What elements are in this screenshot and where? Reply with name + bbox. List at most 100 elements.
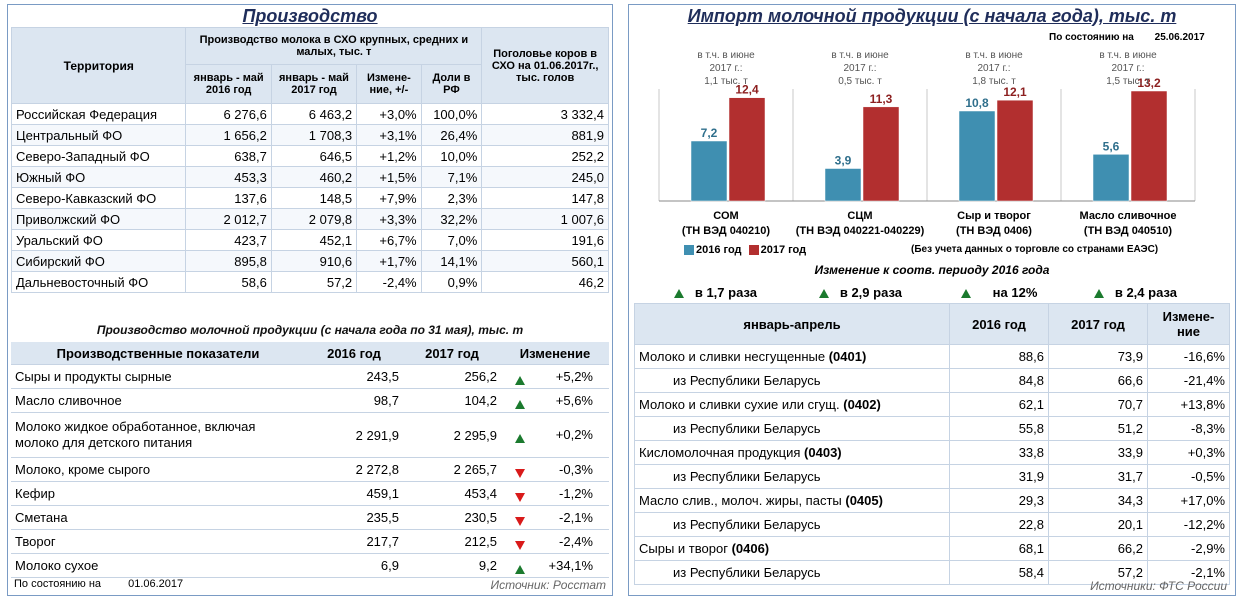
territory-row: Приволжский ФО 2 012,7 2 079,8 +3,3% 32,2% 1 … [10,208,609,230]
legend-swatch-2017 [748,245,759,256]
import-title: Импорт молочной продукции (с начала года… [687,6,1177,26]
territory-row: Российская Федерация 6 276,6 6 463,2 +3,0% 1… [10,103,609,125]
territory-row: Дальневосточный ФО 58,6 57,2 -2,4% 0,9% 46,2 [10,271,609,293]
june-note: 1,1 тыс. т [704,76,748,87]
dairy-name: Молоко сухое [11,553,305,578]
import-name-cell: Молоко и сливки сухие или сгущ. (0402) [634,392,950,417]
header-production-group: Производство молока в СХО крупных, средн… [185,27,483,65]
share-value: 10,0% [420,145,483,167]
import-value-2016: 84,8 [949,368,1049,393]
change-value: +3,0% [356,103,422,125]
cows-value: 147,8 [481,187,609,209]
bar-value-label: 7,2 [701,126,718,140]
production-panel: Производство Территория Производство мол… [7,4,613,596]
cows-value: 46,2 [481,271,609,293]
dairy-value-2017: 9,2 [403,553,501,578]
dairy-value-2016: 2 272,8 [305,457,403,482]
dairy-header-2017: 2017 год [403,342,501,365]
category-label: СЦМ [847,210,872,222]
import-panel: Импорт молочной продукции (с начала года… [628,4,1236,596]
dairy-value-2016: 235,5 [305,505,403,530]
territory-name: Российская Федерация [10,103,187,125]
legend-2016: 2016 год [696,244,742,256]
import-header-2016: 2016 год [949,303,1049,345]
dairy-row: Сметана 235,5 230,5 -2,1% [11,505,609,530]
import-name-cell: из Республики Беларусь [634,416,950,441]
import-name: Кисломолочная продукция [639,445,805,460]
dairy-value-2016: 459,1 [305,481,403,506]
value-2016: 453,3 [185,166,272,188]
import-sub-row: из Республики Беларусь 58,4 57,2 -2,1% [634,560,1230,585]
dairy-name: Сметана [11,505,305,530]
footer-as-of: По состоянию на 01.06.2017 [14,578,183,590]
share-value: 7,0% [420,229,483,251]
bar-value-label: 13,2 [1137,76,1161,90]
dairy-change: +5,2% [555,368,593,384]
import-name: из Республики Беларусь [673,421,821,436]
value-2017: 148,5 [270,187,358,209]
dairy-row: Кефир 459,1 453,4 -1,2% [11,481,609,506]
header-2017: январь - май 2017 год [270,64,358,104]
import-row: Сыры и творог (0406) 68,1 66,2 -2,9% [634,536,1230,561]
production-title: Производство [242,6,378,26]
dairy-name: Сыры и продукты сырные [11,364,305,389]
value-2016: 1 656,2 [185,124,272,146]
category-label: (ТН ВЭД 040210) [682,225,770,237]
bar-value-label: 10,8 [965,96,989,110]
dairy-change: -0,3% [559,461,593,477]
footer-as-of-date: 01.06.2017 [128,578,184,590]
import-name: Молоко и сливки сухие или сгущ. [639,397,844,412]
dairy-value-2017: 212,5 [403,529,501,554]
legend-swatch-2016 [684,245,694,256]
territory-name: Северо-Кавказский ФО [10,187,187,209]
category-label: (ТН ВЭД 040221-040229) [796,225,925,237]
value-2016: 137,6 [185,187,272,209]
value-2017: 910,6 [270,250,358,272]
import-chart: 7,2 12,4 в т.ч. в июне 2017 г.: 1,1 тыс. т СО… [629,27,1235,285]
bar-value-label: 11,3 [870,92,893,106]
import-value-2017: 73,9 [1048,344,1148,369]
share-value: 26,4% [420,124,483,146]
up-arrow-icon [961,289,971,299]
import-row: Молоко и сливки несгущенные (0401) 88,6 73… [634,344,1230,369]
change-item-text: в 2,9 раза [839,285,902,300]
change-item-text: в 2,4 раза [1114,285,1177,300]
import-value-2017: 51,2 [1048,416,1148,441]
dairy-value-2017: 453,4 [403,481,501,506]
june-note: 1,8 тыс. т [972,76,1016,87]
import-value-2017: 66,6 [1048,368,1148,393]
import-header-2017: 2017 год [1048,303,1148,345]
as-of-date: 25.06.2017 [1154,32,1205,43]
down-arrow-icon [515,540,525,550]
footer-as-of-label: По состоянию на [14,578,102,590]
import-change: -8,3% [1147,416,1230,441]
import-change: -16,6% [1147,344,1230,369]
import-name-cell: Сыры и творог (0406) [634,536,950,561]
value-2017: 1 708,3 [270,124,358,146]
value-2017: 460,2 [270,166,358,188]
change-item: на 12% [961,285,1037,300]
bar-2017 [728,97,766,202]
change-item-text: в 1,7 раза [694,285,757,300]
june-note: 2017 г.: [1111,63,1144,74]
dairy-change-cell: +0,2% [501,412,609,458]
cows-value: 881,9 [481,124,609,146]
import-value-2016: 58,4 [949,560,1049,585]
change-value: +7,9% [356,187,422,209]
dairy-change: -1,2% [559,485,593,501]
import-value-2016: 31,9 [949,464,1049,489]
dairy-name: Молоко жидкое обработанное, включая моло… [11,412,305,458]
import-header-period: январь-апрель [634,303,950,345]
import-name-cell: Кисломолочная продукция (0403) [634,440,950,465]
header-share: Доли в РФ [420,64,483,104]
dairy-table: Производственные показатели 2016 год 201… [11,342,609,578]
territory-row: Сибирский ФО 895,8 910,6 +1,7% 14,1% 560,1 [10,250,609,272]
import-name: из Республики Беларусь [673,373,821,388]
territory-row: Северо-Кавказский ФО 137,6 148,5 +7,9% 2,3% 1… [10,187,609,209]
import-name-cell: из Республики Беларусь [634,464,950,489]
import-sub-row: из Республики Беларусь 84,8 66,6 -21,4% [634,368,1230,393]
source-fts: Источники: ФТС России [1090,579,1227,593]
import-value-2017: 31,7 [1048,464,1148,489]
value-2016: 2 012,7 [185,208,272,230]
dairy-change-cell: -1,2% [501,481,609,506]
